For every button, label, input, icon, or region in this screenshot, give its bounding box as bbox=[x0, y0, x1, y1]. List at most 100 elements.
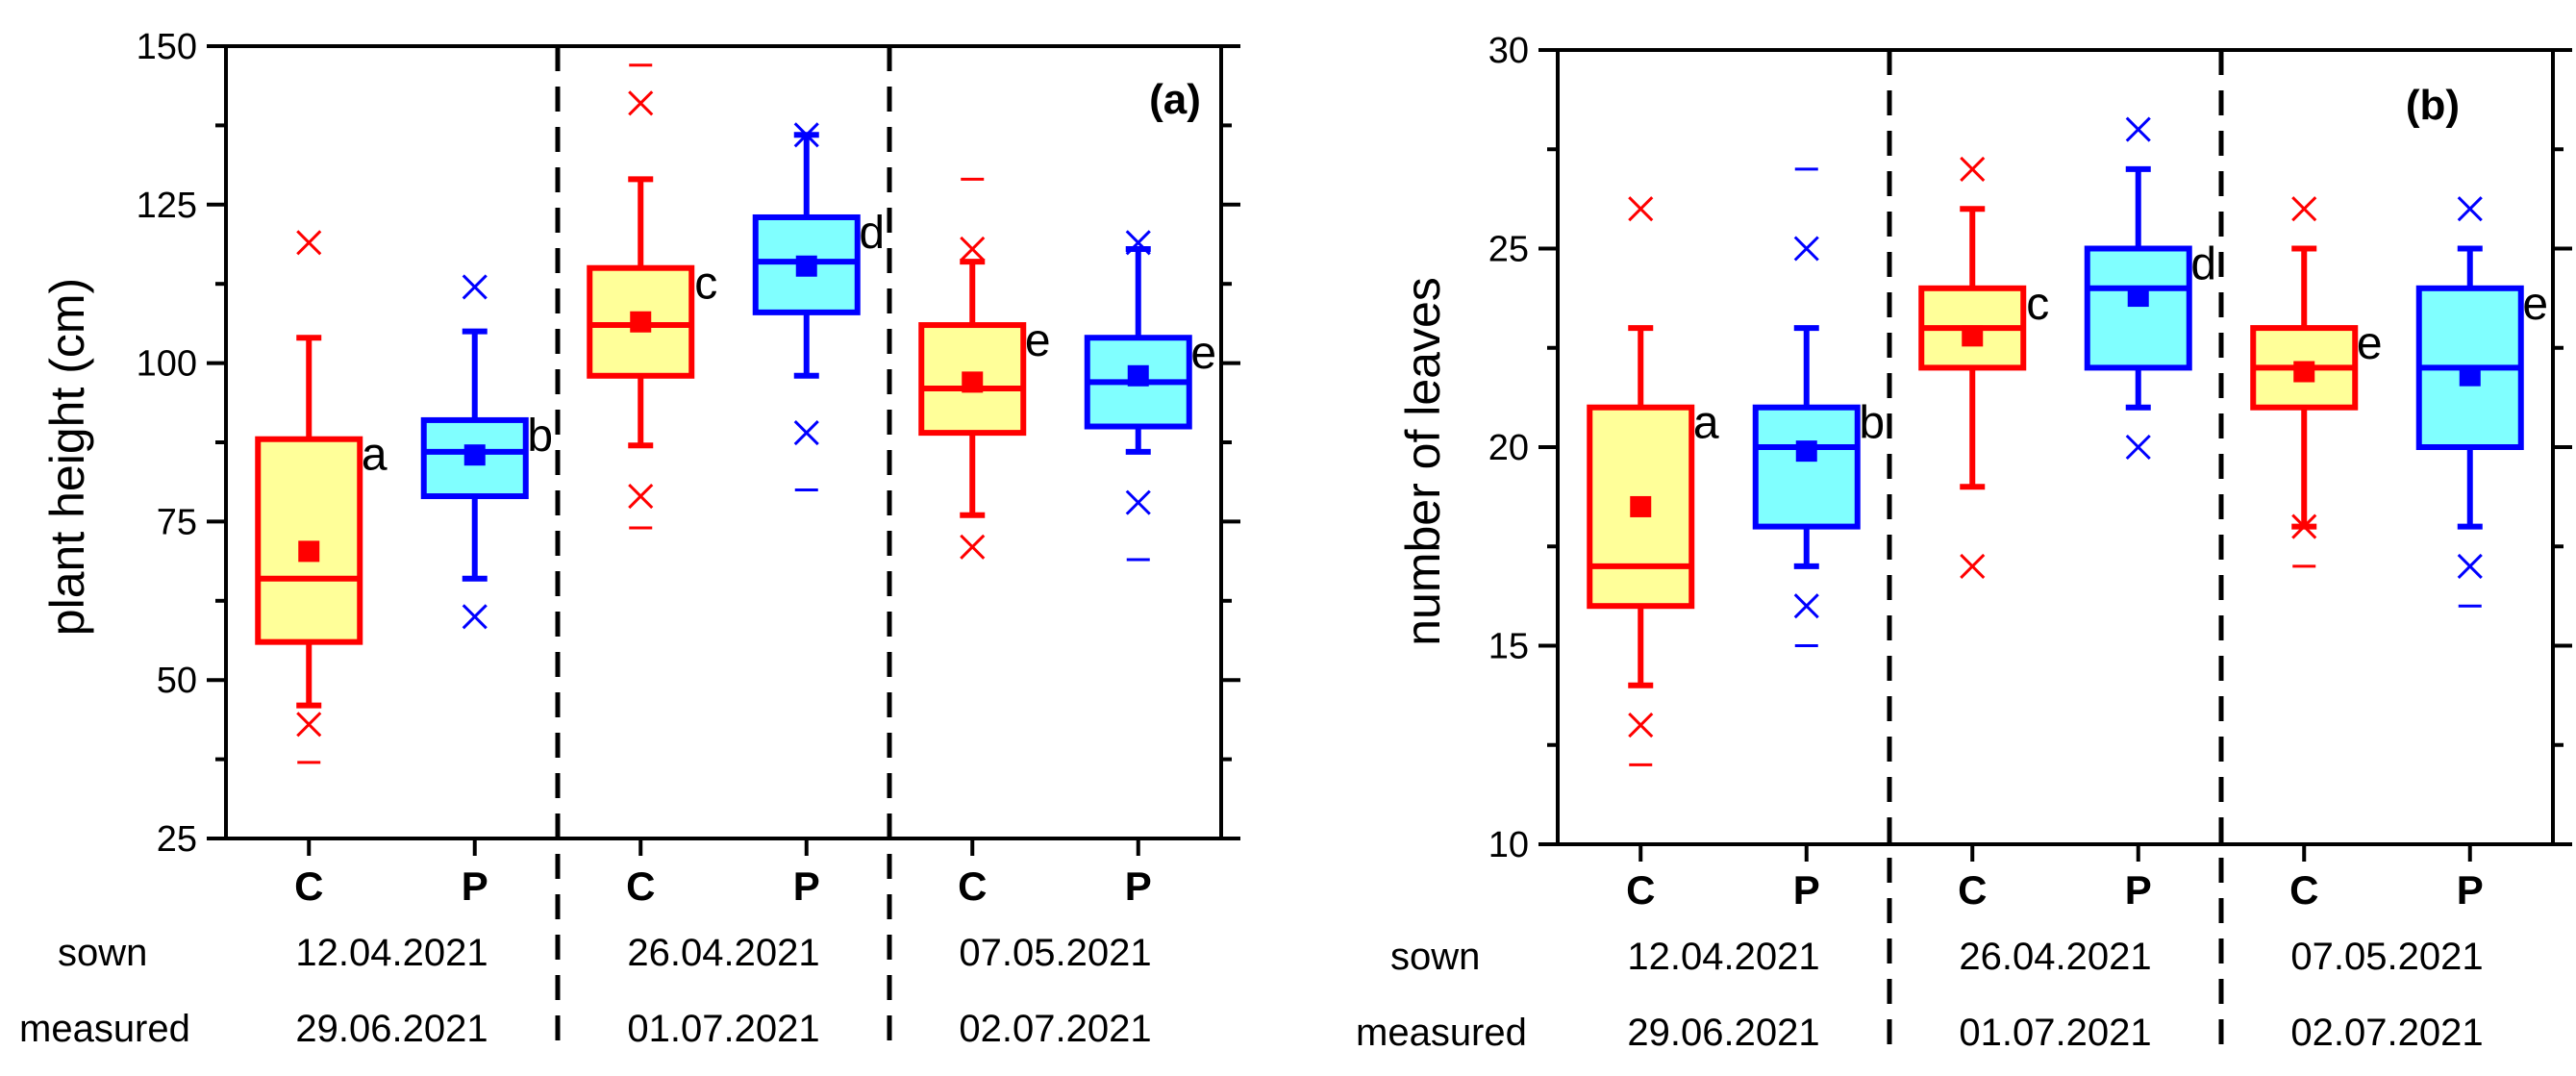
y-tick-label: 100 bbox=[137, 344, 197, 385]
box-body bbox=[255, 436, 363, 645]
sown-date: 26.04.2021 bbox=[627, 932, 819, 974]
category-label: C bbox=[958, 863, 987, 909]
box-c-4: eC bbox=[918, 177, 1051, 909]
significance-letter: c bbox=[2026, 279, 2049, 330]
box-c-4: eC bbox=[2250, 196, 2383, 913]
y-tick-label: 20 bbox=[1488, 428, 1529, 468]
sown-date: 07.05.2021 bbox=[959, 932, 1151, 974]
p99-cross-marker bbox=[628, 90, 654, 116]
mean-marker bbox=[630, 311, 652, 333]
box-p-3: dP bbox=[752, 122, 885, 909]
y-tick-label: 25 bbox=[157, 819, 197, 860]
p1-cross-stroke bbox=[296, 712, 322, 738]
p1-cross-stroke bbox=[628, 483, 654, 510]
measured-date: 02.07.2021 bbox=[2290, 1012, 2483, 1054]
mean-marker bbox=[1630, 495, 1652, 517]
category-label: C bbox=[2289, 867, 2318, 913]
y-tick-label: 75 bbox=[157, 502, 197, 542]
p99-cross-stroke bbox=[793, 122, 819, 148]
p99-cross-marker bbox=[2291, 196, 2317, 222]
mean-marker bbox=[298, 540, 320, 563]
p1-cross-marker bbox=[793, 420, 819, 446]
significance-letter: b bbox=[527, 411, 553, 462]
category-label: P bbox=[2457, 867, 2484, 913]
measured-date: 01.07.2021 bbox=[627, 1008, 819, 1050]
measured-date: 02.07.2021 bbox=[959, 1008, 1151, 1050]
mean-marker bbox=[1795, 440, 1817, 463]
p1-cross-stroke bbox=[2125, 434, 2151, 461]
significance-letter: a bbox=[362, 430, 388, 481]
p99-cross-marker bbox=[960, 236, 986, 263]
significance-letter: d bbox=[859, 208, 885, 259]
p1-cross-stroke bbox=[1125, 489, 1151, 515]
box-p-5: eP bbox=[1084, 230, 1216, 909]
box-c-0: aC bbox=[1587, 196, 1719, 913]
p99-cross-stroke bbox=[462, 274, 488, 300]
significance-letter: e bbox=[2357, 318, 2383, 369]
y-tick-label: 30 bbox=[1488, 31, 1529, 71]
mean-marker bbox=[2127, 286, 2149, 308]
y-tick-label: 25 bbox=[1488, 230, 1529, 270]
p1-cross-marker bbox=[296, 712, 322, 738]
p99-cross-stroke bbox=[628, 90, 654, 116]
p99-cross-marker bbox=[2457, 196, 2483, 222]
category-label: C bbox=[1958, 867, 1987, 913]
p99-cross-stroke bbox=[2125, 116, 2151, 142]
category-label: P bbox=[2125, 867, 2152, 913]
sown-row-label: sown bbox=[1390, 936, 1480, 978]
p1-cross-stroke bbox=[960, 534, 986, 560]
category-label: C bbox=[626, 863, 655, 909]
category-label: P bbox=[793, 863, 820, 909]
p1-cross-stroke bbox=[793, 420, 819, 446]
sown-date: 07.05.2021 bbox=[2290, 936, 2483, 978]
measured-date: 01.07.2021 bbox=[1959, 1012, 2151, 1054]
mean-marker bbox=[795, 255, 817, 277]
p1-cross-stroke bbox=[1628, 713, 1654, 738]
box-p-1: bP bbox=[1752, 167, 1885, 913]
y-tick-label: 150 bbox=[137, 27, 197, 67]
p1-cross-marker bbox=[2125, 434, 2151, 461]
mean-marker bbox=[2459, 364, 2481, 387]
p1-cross-stroke bbox=[2291, 513, 2317, 539]
p99-cross-marker bbox=[1125, 230, 1151, 256]
y-axis-title: plant height (cm) bbox=[40, 278, 94, 636]
significance-letter: a bbox=[1693, 398, 1719, 449]
category-label: P bbox=[1125, 863, 1152, 909]
box-body bbox=[1752, 404, 1861, 530]
box-p-5: eP bbox=[2415, 196, 2548, 913]
sown-date: 12.04.2021 bbox=[295, 932, 488, 974]
p99-cross-stroke bbox=[960, 236, 986, 263]
p1-cross-stroke bbox=[1960, 553, 1986, 579]
p99-cross-marker bbox=[1628, 196, 1654, 222]
box-p-1: bP bbox=[420, 274, 553, 909]
category-label: C bbox=[294, 863, 323, 909]
p99-cross-stroke bbox=[1793, 236, 1819, 262]
mean-marker bbox=[1962, 325, 1984, 347]
category-label: C bbox=[1626, 867, 1655, 913]
box-c-2: cC bbox=[1918, 156, 2049, 913]
mean-marker bbox=[1127, 364, 1149, 387]
p99-cross-marker bbox=[462, 274, 488, 300]
sown-date: 12.04.2021 bbox=[1627, 936, 1819, 978]
significance-letter: c bbox=[694, 259, 717, 310]
p1-cross-marker bbox=[462, 604, 488, 630]
y-axis-title: number of leaves bbox=[1396, 277, 1450, 646]
p99-cross-stroke bbox=[1960, 156, 1986, 182]
mean-marker bbox=[962, 371, 984, 393]
p1-cross-marker bbox=[960, 534, 986, 560]
measured-date: 29.06.2021 bbox=[295, 1008, 488, 1050]
p99-cross-stroke bbox=[296, 230, 322, 256]
y-tick-label: 125 bbox=[137, 186, 197, 226]
significance-letter: e bbox=[2522, 279, 2548, 330]
p99-cross-stroke bbox=[2291, 196, 2317, 222]
significance-letter: e bbox=[1190, 328, 1216, 379]
box-body bbox=[2084, 245, 2192, 371]
p99-cross-marker bbox=[2125, 116, 2151, 142]
significance-letter: d bbox=[2190, 239, 2216, 290]
p99-cross-marker bbox=[1793, 236, 1819, 262]
panel-a: 25 50 75 100 125 150 plant height (cm) (a) sown m… bbox=[19, 27, 1240, 1053]
p99-cross-marker bbox=[793, 122, 819, 148]
significance-letter: b bbox=[1859, 398, 1885, 449]
p1-cross-stroke bbox=[2457, 553, 2483, 579]
